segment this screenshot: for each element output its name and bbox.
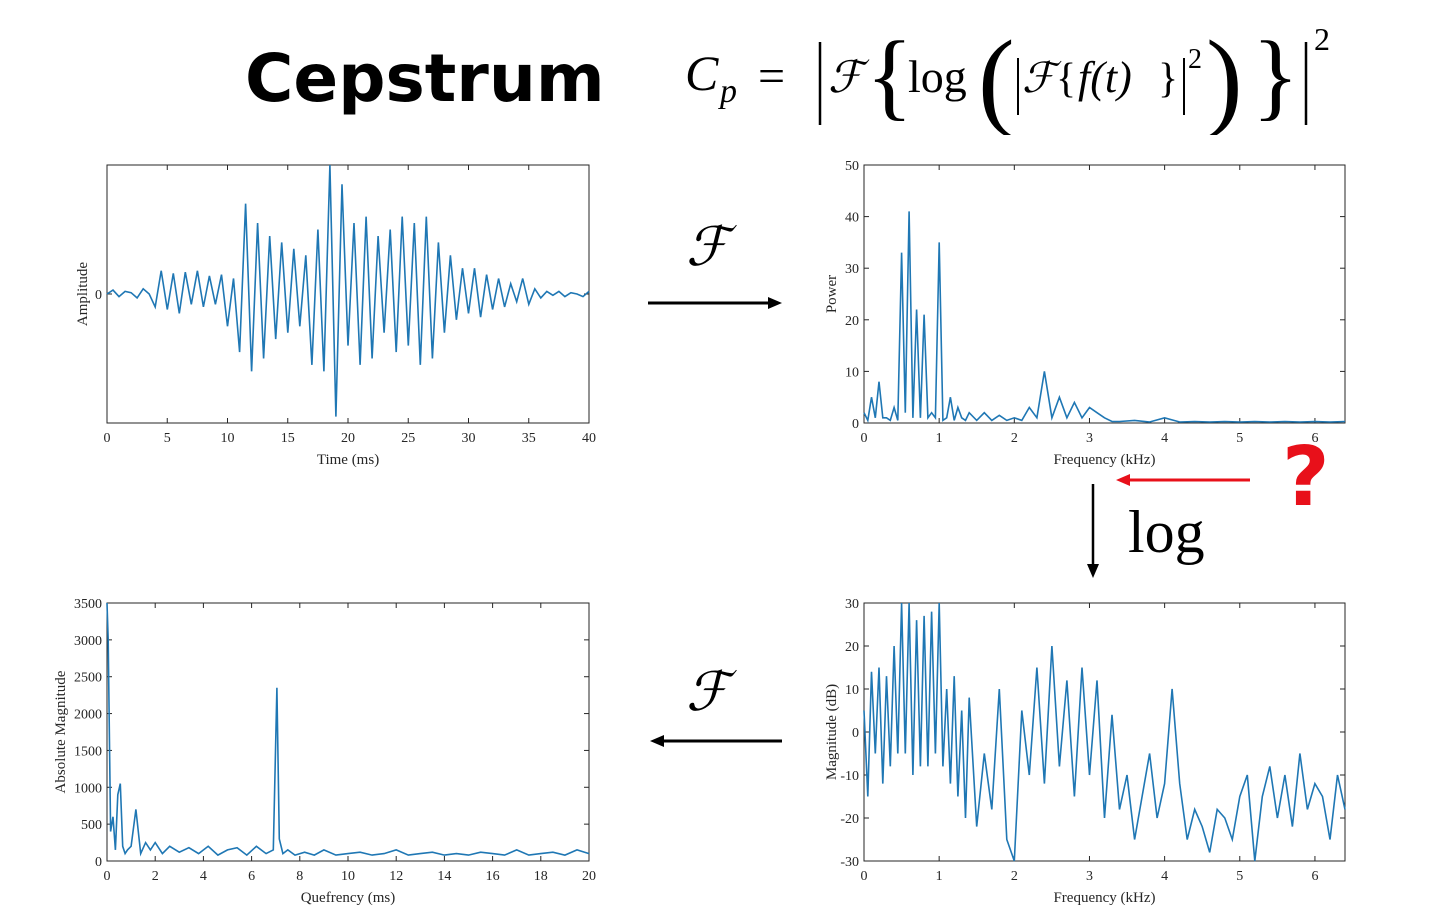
power-ytick-label: 20 <box>845 314 859 329</box>
logmag-xtick-label: 3 <box>1086 869 1093 884</box>
power-ylabel: Power <box>824 275 840 313</box>
power-series-line <box>863 211 1346 424</box>
cepstrum-series-line <box>106 602 590 857</box>
logmag-series-line <box>863 602 1346 862</box>
svg-text:}: } <box>1158 56 1178 102</box>
cepstrum-xtick-label: 8 <box>296 869 303 884</box>
time-chart: 0 5 10 15 20 25 30 35 40 0 Time (ms) Amplitude <box>75 164 596 468</box>
power-ytick-label: 40 <box>845 211 859 226</box>
time-xtick-label: 30 <box>462 431 476 446</box>
power-xtick-label: 1 <box>936 431 943 446</box>
logmag-ytick-label: 20 <box>845 640 859 655</box>
cepstrum-ytick-label: 1500 <box>74 744 102 759</box>
power-xtick-label: 4 <box>1161 431 1168 446</box>
question-mark: ? <box>1282 430 1330 525</box>
logmag-chart: 0 1 2 3 4 5 6 -30 -20 -10 0 10 20 30 Frequency (kHz) Ma… <box>824 597 1346 906</box>
fourier-top-label: ℱ <box>686 215 729 278</box>
cepstrum-xtick-label: 14 <box>437 869 451 884</box>
cepstrum-ytick-label: 500 <box>81 818 102 833</box>
cepstrum-ytick-label: 3500 <box>74 597 102 612</box>
cepstrum-ytick-label: 2500 <box>74 671 102 686</box>
time-xtick-label: 5 <box>164 431 171 446</box>
cepstrum-plot-area <box>106 602 590 862</box>
power-xtick-label: 2 <box>1011 431 1018 446</box>
log-operator-label: log <box>1128 499 1205 565</box>
cepstrum-xlabel: Quefrency (ms) <box>301 890 396 906</box>
time-xlabel: Time (ms) <box>317 452 379 468</box>
cepstrum-ytick-label: 2000 <box>74 708 102 723</box>
time-xtick-label: 20 <box>341 431 355 446</box>
arrow-head-down <box>1087 564 1099 578</box>
fourier-bottom-label: ℱ <box>686 660 729 723</box>
power-xlabel: Frequency (kHz) <box>1053 452 1155 468</box>
time-xtick-label: 40 <box>582 431 596 446</box>
formula-exp-inner: 2 <box>1188 44 1202 75</box>
formula-brace-close: } <box>1252 22 1299 130</box>
formula-lhs: C <box>685 45 719 101</box>
logmag-xtick-label: 4 <box>1161 869 1168 884</box>
page-title: Cepstrum <box>245 40 605 117</box>
power-xtick-label: 0 <box>861 431 868 446</box>
logmag-ytick-label: -30 <box>840 855 859 870</box>
formula-brace-open: { <box>866 22 913 130</box>
logmag-ylabel: Magnitude (dB) <box>824 684 840 780</box>
cepstrum-ytick-label: 0 <box>95 855 102 870</box>
logmag-xtick-label: 2 <box>1011 869 1018 884</box>
time-xtick-label: 25 <box>401 431 415 446</box>
logmag-xtick-label: 5 <box>1236 869 1243 884</box>
power-plot-area <box>863 164 1346 424</box>
cepstrum-xtick-label: 16 <box>486 869 500 884</box>
cepstrum-xtick-label: 20 <box>582 869 596 884</box>
logmag-xtick-label: 0 <box>861 869 868 884</box>
formula-equals: = <box>758 50 785 103</box>
time-plot-area <box>106 164 590 424</box>
cepstrum-chart: 0 2 4 6 8 10 12 14 16 18 20 0 500 1000 1500 2000 2500 300… <box>53 597 596 906</box>
time-xtick-label: 35 <box>522 431 536 446</box>
cepstrum-formula: C p = ℱ { log ( ℱ { f(t) } 2 ) } 2 <box>685 20 1330 135</box>
power-ytick-label: 0 <box>852 417 859 432</box>
svg-text:{: { <box>1056 56 1076 102</box>
cepstrum-ylabel: Absolute Magnitude <box>53 670 69 793</box>
formula-ft: f(t) <box>1078 53 1132 102</box>
logmag-xlabel: Frequency (kHz) <box>1053 890 1155 906</box>
formula-paren-open: ( <box>978 20 1015 135</box>
power-ytick-label: 30 <box>845 262 859 277</box>
arrow-head-back <box>650 735 664 747</box>
formula-log: log <box>908 51 967 102</box>
formula-lhs-sub: p <box>718 73 737 110</box>
cepstrum-xtick-label: 4 <box>200 869 207 884</box>
logmag-ytick-label: 30 <box>845 597 859 612</box>
cepstrum-xtick-label: 18 <box>534 869 548 884</box>
power-xtick-label: 6 <box>1311 431 1318 446</box>
logmag-ytick-label: -20 <box>840 812 859 827</box>
power-ytick-label: 10 <box>845 365 859 380</box>
logmag-ytick-label: -10 <box>840 769 859 784</box>
cepstrum-xtick-label: 10 <box>341 869 355 884</box>
time-ytick-label: 0 <box>95 288 102 303</box>
time-series-line <box>106 164 590 417</box>
cepstrum-xtick-label: 12 <box>389 869 403 884</box>
red-arrow-head <box>1116 474 1130 486</box>
formula-paren-close: ) <box>1206 20 1243 135</box>
arrow-head-forward <box>768 297 782 309</box>
cepstrum-xtick-label: 0 <box>104 869 111 884</box>
time-ylabel: Amplitude <box>75 262 91 327</box>
logmag-ytick-label: 10 <box>845 683 859 698</box>
logmag-xtick-label: 6 <box>1311 869 1318 884</box>
time-xtick-label: 10 <box>221 431 235 446</box>
power-xtick-label: 5 <box>1236 431 1243 446</box>
cepstrum-xtick-label: 2 <box>152 869 159 884</box>
cepstrum-xtick-label: 6 <box>248 869 255 884</box>
logmag-ytick-label: 0 <box>852 726 859 741</box>
power-ytick-label: 50 <box>845 159 859 174</box>
cepstrum-ytick-label: 3000 <box>74 634 102 649</box>
formula-exp-outer: 2 <box>1314 21 1330 57</box>
time-xtick-label: 0 <box>104 431 111 446</box>
cepstrum-ytick-label: 1000 <box>74 781 102 796</box>
time-xtick-label: 15 <box>281 431 295 446</box>
logmag-xtick-label: 1 <box>936 869 943 884</box>
power-xtick-label: 3 <box>1086 431 1093 446</box>
power-chart: 0 1 2 3 4 5 6 0 10 20 30 40 50 Frequency (kHz) Power <box>824 159 1346 468</box>
